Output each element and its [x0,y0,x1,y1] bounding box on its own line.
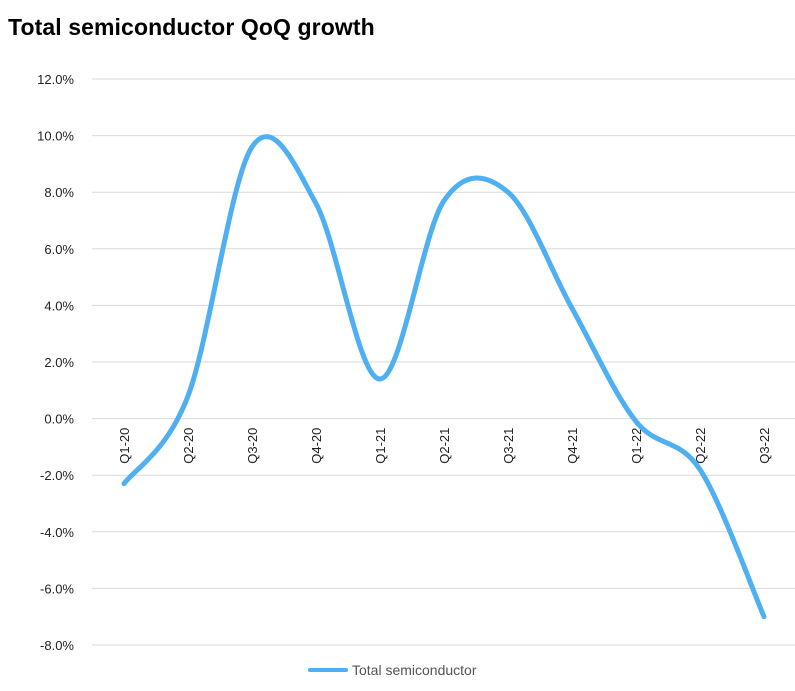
y-tick-label: 2.0% [44,355,74,370]
x-tick-label: Q3-20 [245,428,260,464]
chart-title: Total semiconductor QoQ growth [8,14,375,40]
y-tick-label: 10.0% [37,129,74,144]
x-axis-labels: Q1-20 Q2-20 Q3-20 Q4-20 Q1-21 Q2-21 Q3-21 Q4-21… [117,428,772,464]
legend: Total semiconductor [308,662,477,678]
gridlines [92,78,795,646]
legend-swatch [308,668,348,672]
x-tick-label: Q2-21 [437,428,452,464]
y-tick-label: 4.0% [44,298,74,313]
y-tick-label: 6.0% [44,242,74,257]
x-tick-label: Q2-20 [181,428,196,464]
y-tick-label: 8.0% [44,185,74,200]
y-tick-label: 0.0% [44,412,74,427]
x-tick-label: Q1-20 [117,428,132,464]
y-axis-labels: 12.0% 10.0% 8.0% 6.0% 4.0% 2.0% 0.0% -2.0% -4.0%… [37,72,74,653]
x-tick-label: Q1-22 [629,428,644,464]
x-tick-label: Q2-22 [693,428,708,464]
x-tick-label: Q3-21 [501,428,516,464]
y-tick-label: -6.0% [40,581,74,596]
x-tick-label: Q3-22 [757,428,772,464]
y-tick-label: -4.0% [40,525,74,540]
x-tick-label: Q4-21 [565,428,580,464]
y-tick-label: 12.0% [37,72,74,87]
series-layer [121,134,767,620]
x-tick-label: Q1-21 [373,428,388,464]
series-line-total-semiconductor [121,134,767,620]
x-tick-label: Q4-20 [309,428,324,464]
y-tick-label: -8.0% [40,638,74,653]
legend-label: Total semiconductor [352,662,477,678]
y-tick-label: -2.0% [40,468,74,483]
